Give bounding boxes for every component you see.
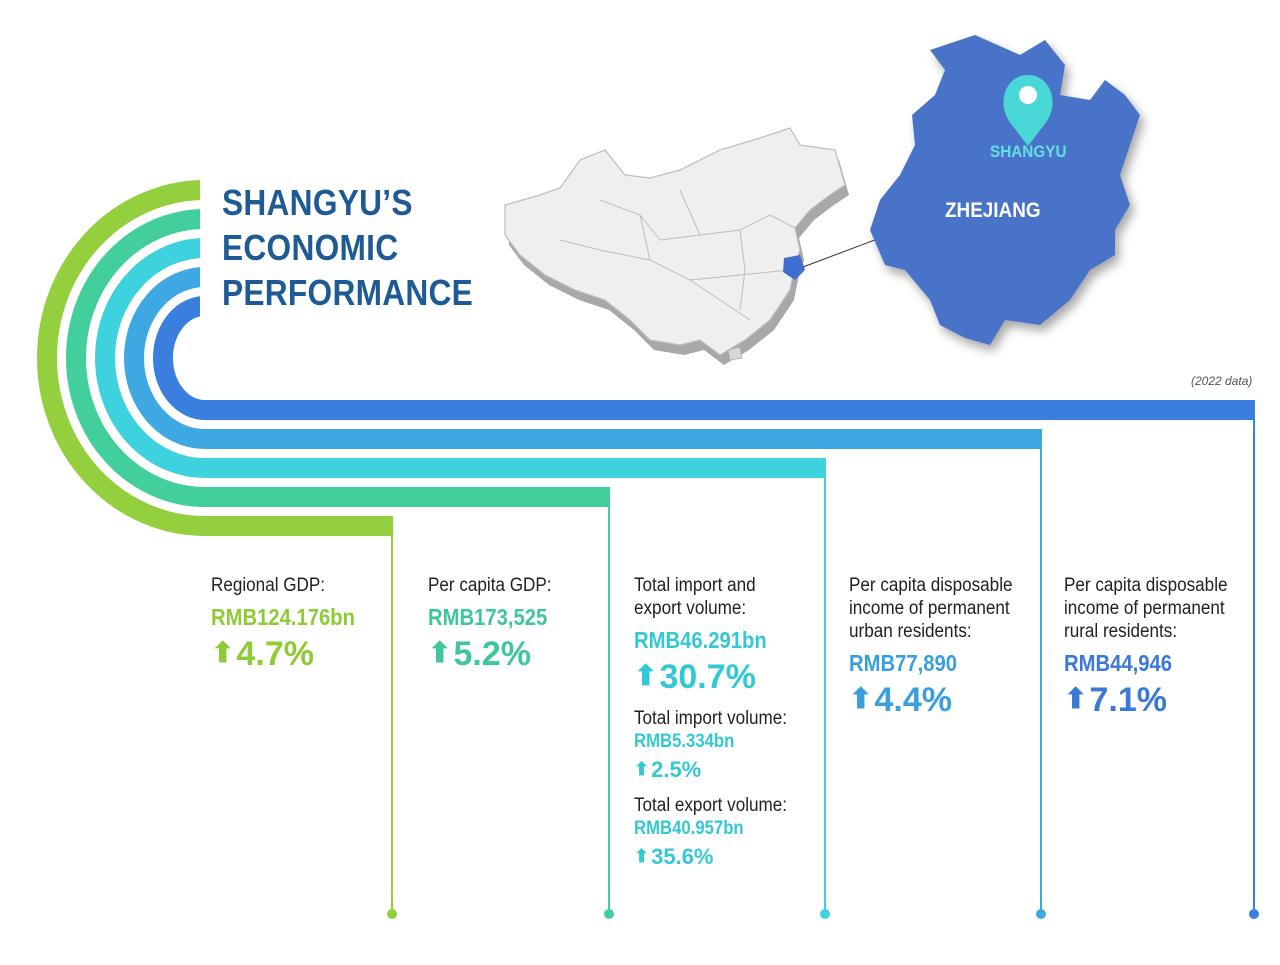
- title-line: SHANGYU’S: [222, 182, 413, 223]
- export-volume: Total export volume: RMB40.957bn ⬆35.6%: [634, 794, 804, 871]
- import-volume: Total import volume: RMB5.334bn ⬆2.5%: [634, 707, 804, 784]
- stat-change: ⬆4.7%: [211, 633, 375, 674]
- stat-label: Total import and: [634, 575, 756, 596]
- city-label: SHANGYU: [990, 142, 1067, 161]
- page-title: SHANGYU’S ECONOMIC PERFORMANCE: [222, 180, 473, 315]
- stat-label: export volume:: [634, 598, 747, 619]
- stat-value: RMB173,525: [428, 604, 548, 630]
- up-arrow-icon: ⬆: [634, 846, 650, 866]
- stat-label: urban residents:: [849, 621, 972, 642]
- sub-label: Total import volume:: [634, 708, 788, 729]
- stat-urban-income: Per capita disposable income of permanen…: [849, 574, 1031, 720]
- zhejiang-map: [870, 35, 1140, 345]
- sub-change: ⬆35.6%: [634, 842, 804, 871]
- stat-change: ⬆30.7%: [634, 656, 804, 697]
- stat-label: Per capita disposable: [1064, 575, 1228, 596]
- up-arrow-icon: ⬆: [634, 660, 658, 691]
- stat-rural-income: Per capita disposable income of permanen…: [1064, 574, 1246, 720]
- sub-change-value: 35.6%: [651, 844, 714, 869]
- up-arrow-icon: ⬆: [1064, 683, 1088, 714]
- sub-value: RMB5.334bn: [634, 731, 735, 752]
- stat-value: RMB44,946: [1064, 650, 1173, 676]
- up-arrow-icon: ⬆: [849, 683, 873, 714]
- location-pin-icon: [1003, 75, 1053, 146]
- stat-value: RMB124.176bn: [211, 604, 355, 630]
- stat-label: income of permanent: [1064, 598, 1225, 619]
- up-arrow-icon: ⬆: [211, 637, 235, 668]
- stat-label: Per capita GDP:: [428, 575, 552, 596]
- title-line: PERFORMANCE: [222, 272, 474, 313]
- stat-label: rural residents:: [1064, 621, 1178, 642]
- sub-change-value: 2.5%: [651, 757, 702, 782]
- stat-label: income of permanent: [849, 598, 1010, 619]
- stat-per-capita-gdp: Per capita GDP: RMB173,525 ⬆5.2%: [428, 574, 565, 674]
- arc-bands: [37, 160, 1254, 536]
- stat-value: RMB46.291bn: [634, 627, 767, 653]
- sub-change: ⬆2.5%: [634, 755, 804, 784]
- china-map: [504, 127, 913, 365]
- drop-lines: [387, 400, 1259, 919]
- sub-value: RMB40.957bn: [634, 818, 744, 839]
- data-year-note: (2022 data): [1191, 374, 1253, 388]
- stat-change-value: 7.1%: [1089, 681, 1167, 719]
- stat-value: RMB77,890: [849, 650, 958, 676]
- province-label: ZHEJIANG: [945, 199, 1041, 222]
- stat-label: Regional GDP:: [211, 575, 326, 596]
- title-line: ECONOMIC: [222, 227, 399, 268]
- stat-label: Per capita disposable: [849, 575, 1013, 596]
- stat-change: ⬆5.2%: [428, 633, 565, 674]
- stat-change: ⬆4.4%: [849, 679, 1031, 720]
- stat-change-value: 4.7%: [236, 635, 314, 673]
- stat-change-value: 5.2%: [453, 635, 531, 673]
- stat-change-value: 4.4%: [874, 681, 952, 719]
- up-arrow-icon: ⬆: [428, 637, 452, 668]
- sub-label: Total export volume:: [634, 795, 788, 816]
- stat-change-value: 30.7%: [659, 658, 756, 696]
- up-arrow-icon: ⬆: [634, 759, 650, 779]
- stat-change: ⬆7.1%: [1064, 679, 1246, 720]
- stat-trade-volume: Total import and export volume: RMB46.29…: [634, 574, 804, 871]
- stat-regional-gdp: Regional GDP: RMB124.176bn ⬆4.7%: [211, 574, 375, 674]
